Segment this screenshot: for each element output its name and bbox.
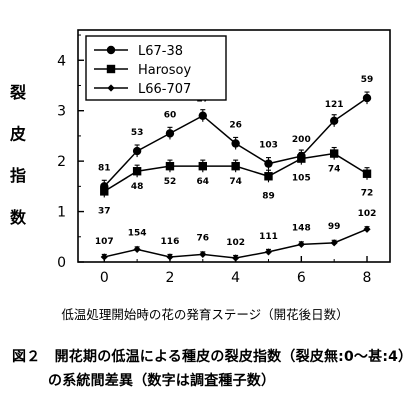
data-point (132, 146, 142, 156)
data-label: 116 (161, 237, 180, 247)
data-label: 102 (358, 209, 377, 219)
data-point (231, 139, 240, 148)
data-point (330, 239, 338, 247)
data-point (199, 250, 207, 259)
data-label: 72 (361, 189, 374, 199)
chart: 0123402468815360272610320012159374852647… (57, 29, 391, 286)
x-tick-label: 4 (231, 270, 240, 286)
data-label: 52 (164, 177, 177, 187)
data-point (264, 159, 273, 168)
legend-label: L67-38 (138, 44, 183, 59)
data-label: 53 (131, 128, 144, 138)
legend-marker (106, 64, 116, 74)
x-axis-label: 低温処理開始時の花の発育ステージ（開花後日数） (61, 307, 349, 322)
data-point (165, 161, 175, 171)
data-point (132, 167, 142, 176)
data-label: 102 (226, 238, 245, 248)
data-label: 59 (361, 75, 374, 85)
x-tick-label: 2 (165, 270, 174, 286)
y-tick-label: 2 (57, 154, 66, 170)
data-label: 74 (229, 177, 242, 187)
data-label: 111 (259, 232, 278, 242)
data-point (264, 172, 273, 181)
data-label: 48 (131, 182, 144, 192)
x-tick-label: 0 (100, 270, 109, 286)
legend-label: Harosoy (138, 63, 191, 78)
data-label: 105 (292, 174, 311, 184)
series-l66-707: 107 154 116 76 102 111 148 99 102 (95, 209, 377, 262)
data-label: 76 (197, 233, 210, 243)
figure-caption-line-1: 図２ 開花期の低温による種皮の裂皮指数（裂皮無:0～甚:4） (12, 349, 410, 365)
data-label: 154 (128, 228, 147, 238)
data-point (363, 225, 371, 233)
data-point (232, 254, 240, 262)
data-point (231, 161, 240, 171)
data-point (198, 111, 207, 120)
data-point (166, 253, 174, 261)
x-tick-label: 8 (363, 270, 372, 286)
x-tick-label: 6 (297, 270, 306, 286)
data-label: 64 (197, 177, 210, 187)
data-point (198, 161, 207, 171)
data-point (297, 240, 305, 248)
y-tick-label: 0 (57, 255, 66, 271)
data-point (165, 129, 175, 138)
data-point (100, 253, 108, 261)
figure-caption-line-2: の系統間差異（数字は調査種子数） (48, 373, 276, 389)
data-point (362, 169, 372, 178)
data-label: 26 (229, 120, 242, 130)
data-label: 81 (98, 163, 111, 173)
y-axis-label: 裂 皮 指 数 (7, 84, 26, 235)
data-point (264, 248, 273, 256)
data-point (329, 149, 339, 158)
data-point (133, 245, 141, 253)
y-tick-label: 4 (57, 53, 66, 69)
data-label: 99 (328, 222, 341, 232)
series-harosoy: 37 48 52 64 74 89 105 74 72 (98, 146, 374, 216)
legend-label: L66-707 (138, 82, 191, 97)
data-point (100, 187, 109, 196)
data-label: 74 (328, 165, 341, 175)
plot-frame (77, 29, 391, 263)
data-label: 121 (325, 100, 344, 110)
legend: L67-38 Harosoy L66-707 (85, 35, 227, 101)
data-point (362, 93, 372, 103)
data-point (297, 154, 306, 163)
data-label: 107 (95, 237, 114, 247)
data-label: 60 (164, 110, 177, 120)
y-tick-label: 1 (57, 205, 66, 221)
y-tick-label: 3 (57, 104, 66, 120)
data-point (329, 116, 339, 125)
legend-marker (107, 84, 115, 92)
data-label: 89 (262, 191, 275, 201)
data-label: 200 (292, 135, 311, 145)
legend-marker (106, 45, 116, 55)
data-label: 148 (292, 223, 311, 233)
data-label: 37 (98, 206, 111, 216)
data-label: 103 (259, 141, 278, 151)
